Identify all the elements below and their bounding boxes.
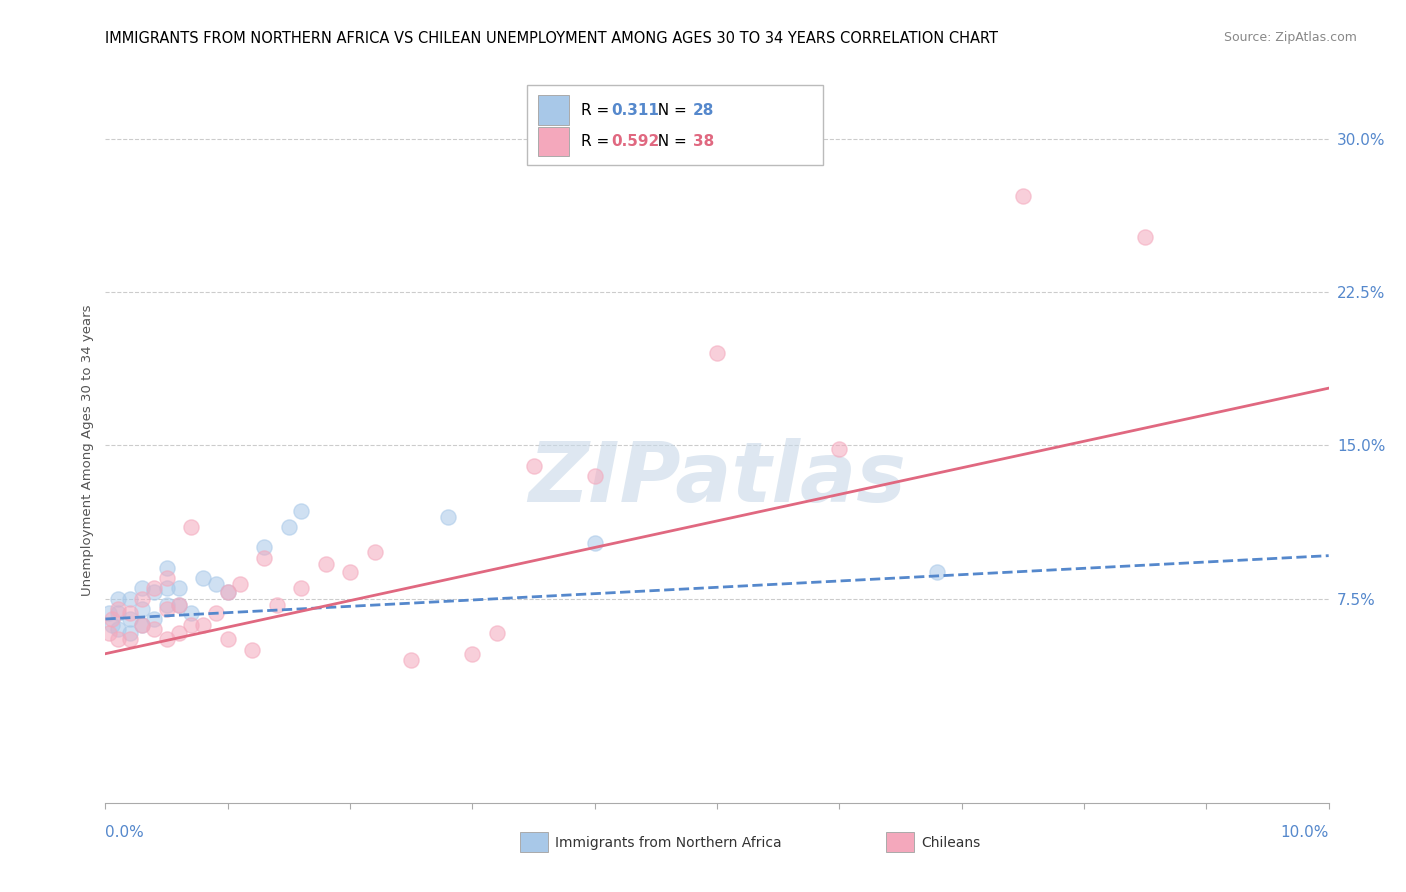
Text: N =: N = — [648, 103, 692, 118]
Point — [167, 598, 190, 612]
Point — [107, 601, 129, 615]
Point — [131, 582, 153, 596]
Point — [167, 598, 190, 612]
Text: N =: N = — [648, 134, 692, 149]
Point — [180, 520, 202, 534]
Point — [155, 632, 177, 647]
Point — [193, 618, 215, 632]
Text: Chileans: Chileans — [921, 836, 980, 850]
Text: Immigrants from Northern Africa: Immigrants from Northern Africa — [555, 836, 782, 850]
Point — [131, 618, 153, 632]
Point — [229, 577, 252, 591]
Point — [485, 626, 508, 640]
Point — [100, 618, 122, 632]
Text: 0.311: 0.311 — [612, 103, 659, 118]
Point — [118, 606, 141, 620]
Point — [1133, 230, 1156, 244]
Point — [155, 598, 177, 612]
Point — [155, 561, 177, 575]
Point — [98, 626, 121, 640]
Point — [155, 601, 177, 615]
Point — [583, 469, 606, 483]
Y-axis label: Unemployment Among Ages 30 to 34 years: Unemployment Among Ages 30 to 34 years — [82, 305, 94, 596]
Text: 0.592: 0.592 — [612, 134, 659, 149]
Text: Source: ZipAtlas.com: Source: ZipAtlas.com — [1223, 31, 1357, 45]
Point — [118, 626, 141, 640]
Point — [180, 606, 202, 620]
Point — [180, 618, 202, 632]
Point — [583, 536, 606, 550]
Point — [339, 565, 361, 579]
Point — [290, 504, 312, 518]
Text: 0.0%: 0.0% — [105, 825, 145, 839]
Point — [315, 557, 337, 571]
Point — [143, 585, 166, 599]
Point — [290, 582, 312, 596]
Point — [155, 571, 177, 585]
Point — [167, 582, 190, 596]
Point — [706, 346, 728, 360]
Text: 28: 28 — [693, 103, 714, 118]
Point — [1011, 189, 1033, 203]
Point — [253, 541, 276, 555]
Point — [204, 577, 226, 591]
Text: 10.0%: 10.0% — [1281, 825, 1329, 839]
Point — [217, 585, 239, 599]
Point — [107, 606, 129, 620]
Text: IMMIGRANTS FROM NORTHERN AFRICA VS CHILEAN UNEMPLOYMENT AMONG AGES 30 TO 34 YEAR: IMMIGRANTS FROM NORTHERN AFRICA VS CHILE… — [105, 31, 998, 46]
Point — [461, 647, 484, 661]
Point — [143, 612, 166, 626]
Point — [98, 606, 121, 620]
Point — [253, 550, 276, 565]
Point — [143, 622, 166, 636]
Point — [399, 653, 422, 667]
Text: ZIPatlas: ZIPatlas — [529, 438, 905, 519]
Text: 38: 38 — [693, 134, 714, 149]
Point — [193, 571, 215, 585]
Point — [167, 626, 190, 640]
Point — [437, 509, 460, 524]
Text: R =: R = — [581, 103, 614, 118]
Point — [131, 618, 153, 632]
Point — [204, 606, 226, 620]
Point — [240, 642, 263, 657]
Point — [118, 591, 141, 606]
Point — [107, 622, 129, 636]
Point — [100, 612, 122, 626]
Point — [131, 601, 153, 615]
Point — [217, 632, 239, 647]
Point — [363, 544, 385, 558]
Point — [828, 442, 851, 457]
Point — [927, 565, 949, 579]
Point — [523, 458, 546, 473]
Point — [266, 598, 288, 612]
Point — [107, 591, 129, 606]
Point — [118, 632, 141, 647]
Point — [118, 612, 141, 626]
Point — [155, 582, 177, 596]
Point — [131, 591, 153, 606]
Point — [217, 585, 239, 599]
Text: R =: R = — [581, 134, 614, 149]
Point — [277, 520, 299, 534]
Point — [107, 632, 129, 647]
Point — [143, 582, 166, 596]
